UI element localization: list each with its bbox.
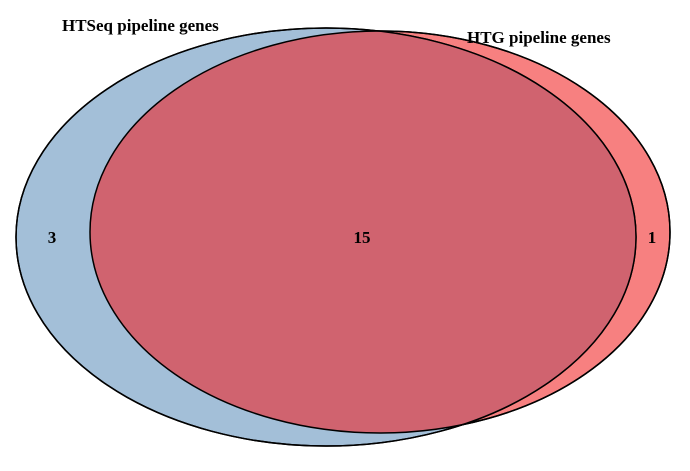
overlap-count: 15 xyxy=(354,228,371,247)
htg-set-label: HTG pipeline genes xyxy=(467,28,611,47)
htseq-only-count: 3 xyxy=(48,228,57,247)
htg-only-count: 1 xyxy=(648,228,657,247)
htseq-set-outline xyxy=(15,27,637,447)
htseq-set-label: HTSeq pipeline genes xyxy=(62,16,219,35)
overlap-region xyxy=(90,31,636,433)
